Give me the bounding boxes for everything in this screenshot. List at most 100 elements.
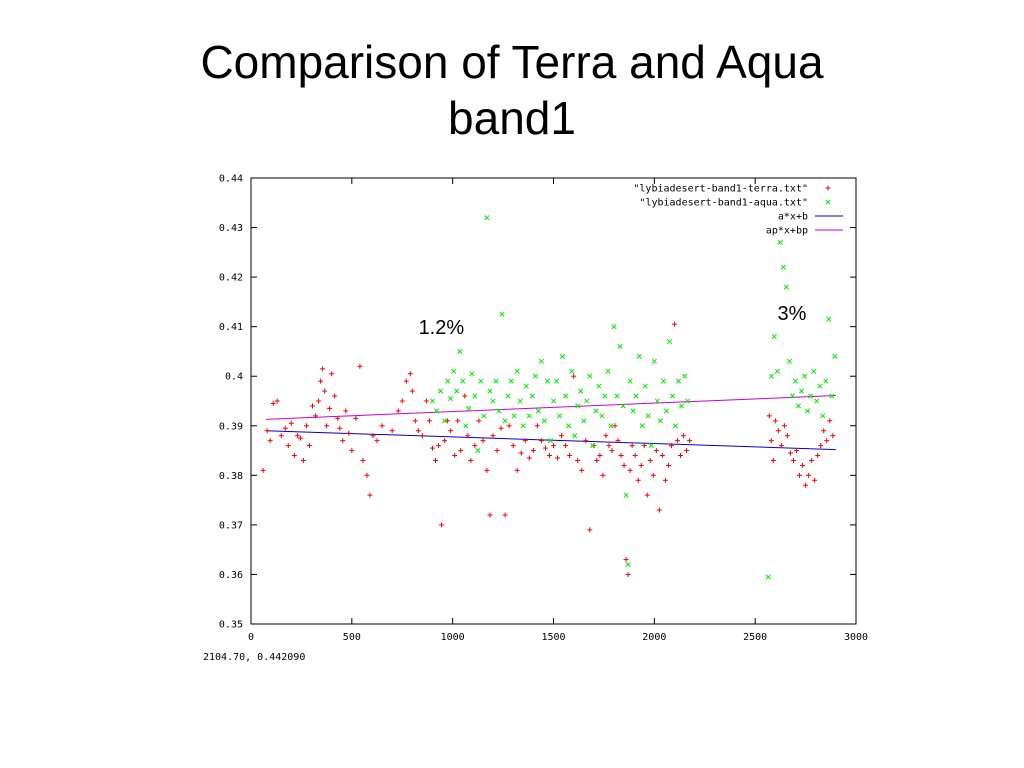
aqua-point: [645, 413, 651, 419]
marker-stroke: [448, 395, 454, 402]
terra-point: [374, 438, 380, 444]
marker-stroke: [620, 403, 626, 409]
terra-point: [794, 448, 800, 454]
terra-point: [672, 321, 677, 327]
aqua-point: [535, 408, 541, 414]
marker-stroke: [490, 398, 496, 404]
terra-point: [522, 438, 528, 444]
aqua-point: [575, 403, 581, 409]
marker-stroke: [802, 373, 808, 379]
legend-marker: [825, 199, 831, 205]
marker-stroke: [666, 338, 673, 345]
marker-stroke: [820, 413, 826, 419]
aqua-point: [541, 418, 547, 424]
terra-point: [821, 428, 827, 434]
terra-point: [555, 455, 561, 461]
terra-point: [770, 457, 776, 463]
terra-point: [357, 363, 363, 369]
terra-point: [778, 443, 784, 449]
marker-stroke: [675, 378, 682, 384]
aqua-point: [666, 338, 673, 345]
marker-stroke: [599, 413, 605, 419]
marker-stroke: [651, 358, 657, 364]
aqua-point: [679, 403, 685, 409]
terra-point: [327, 405, 333, 411]
coordinate-readout: 2104.70, 0.442090: [203, 652, 306, 663]
marker-stroke: [623, 492, 629, 498]
terra-point: [518, 450, 524, 456]
terra-point: [600, 472, 606, 478]
aqua-point: [454, 388, 460, 394]
marker-stroke: [481, 413, 487, 419]
terra-point: [615, 438, 621, 444]
aqua-point: [798, 388, 805, 394]
aqua-point: [808, 393, 814, 399]
terra-point: [306, 443, 312, 449]
terra-point: [353, 415, 359, 421]
marker-stroke: [478, 378, 484, 384]
aqua-point: [623, 492, 629, 498]
marker-stroke: [645, 413, 651, 419]
aqua-point: [685, 398, 691, 404]
x-tick-label: 500: [343, 632, 361, 643]
terra-point: [583, 438, 589, 444]
terra-point: [575, 457, 581, 463]
marker-stroke: [642, 383, 648, 389]
terra-point: [316, 398, 322, 404]
terra-point: [322, 388, 328, 394]
legend: "lybiadesert-band1-terra.txt" "lybiadeser…: [633, 184, 843, 237]
marker-stroke: [547, 438, 554, 444]
x-tick-label: 1500: [541, 632, 565, 643]
aqua-point: [820, 413, 826, 419]
aqua-point: [596, 383, 602, 389]
marker-stroke: [786, 358, 793, 364]
terra-point: [335, 415, 341, 421]
marker-stroke: [429, 398, 436, 404]
marker-stroke: [798, 388, 805, 394]
aqua-point: [451, 368, 457, 374]
aqua-point: [560, 353, 566, 359]
slide-title: Comparison of Terra and Aqua band1: [0, 34, 1024, 146]
aqua-point: [490, 398, 496, 404]
marker-stroke: [765, 574, 771, 580]
aqua-point: [553, 378, 560, 384]
marker-stroke: [587, 373, 593, 379]
aqua-point: [599, 413, 605, 419]
data-points: [260, 215, 838, 580]
terra-point: [806, 472, 812, 478]
aqua-point: [442, 418, 448, 424]
aqua-point: [792, 378, 799, 384]
aqua-point: [802, 373, 808, 379]
legend-label: ap*x+bp: [766, 226, 808, 237]
marker-stroke: [682, 373, 688, 379]
aqua-point: [466, 405, 472, 411]
aqua-point: [445, 378, 451, 384]
aqua-point: [805, 408, 811, 414]
terra-point: [294, 433, 300, 439]
marker-stroke: [605, 368, 611, 374]
marker-stroke: [811, 368, 817, 374]
terra-point: [635, 477, 641, 483]
aqua-point: [457, 348, 463, 354]
terra-point: [318, 378, 324, 384]
marker-stroke: [502, 418, 508, 424]
terra-point: [644, 492, 650, 498]
aqua-point: [478, 378, 484, 384]
slide-title-line-2: band1: [448, 92, 576, 144]
marker-stroke: [630, 408, 636, 414]
marker-stroke: [783, 284, 789, 290]
terra-point: [647, 457, 653, 463]
terra-point: [587, 527, 593, 533]
annotation-1-2-percent: 1.2%: [418, 317, 465, 340]
marker-stroke: [496, 408, 502, 414]
terra-point: [627, 467, 633, 473]
marker-stroke: [768, 373, 774, 379]
aqua-point: [786, 358, 793, 364]
marker-stroke: [805, 408, 811, 414]
terra-point: [656, 507, 662, 513]
x-tick-label: 2000: [642, 632, 666, 643]
aqua-point: [651, 358, 657, 364]
terra-point: [606, 443, 612, 449]
terra-point: [455, 418, 461, 424]
aqua-point: [481, 413, 487, 419]
